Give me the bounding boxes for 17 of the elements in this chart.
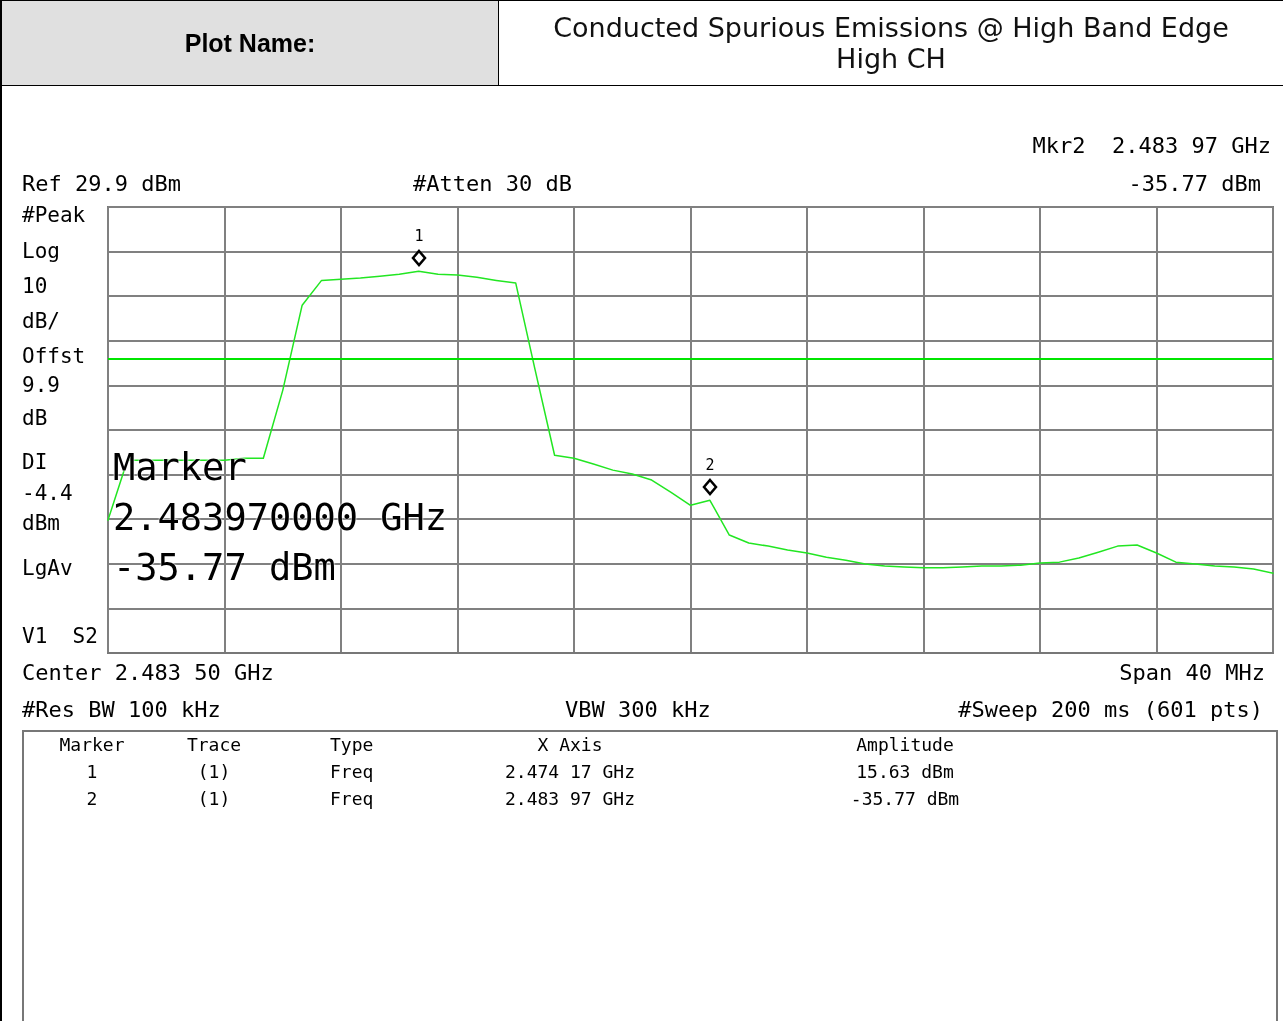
text: 2 (1) Freq 2.483 97 GHz -35.77 dBm xyxy=(86,788,960,809)
text: Plot Name: xyxy=(2,1,499,85)
text: VBW 300 kHz xyxy=(565,697,711,723)
text: #Atten 30 dB xyxy=(413,171,572,197)
annotation: 2 xyxy=(705,456,715,475)
text: 1 (1) Freq 2.474 17 GHz 15.63 dBm xyxy=(86,761,954,782)
text: Ref 29.9 dBm xyxy=(22,171,181,197)
text: Mkr2 2.483 97 GHz xyxy=(1032,133,1271,159)
text: #Peak Log 10 dB/ Offst 9.9 dB DI -4.4 dBm LgAv V1 S2 xyxy=(22,203,98,648)
annotation: 1 xyxy=(414,227,424,246)
text: -35.77 dBm xyxy=(1128,171,1261,197)
chart-title: Conducted Spurious Emissions @ High Band Edge High CH xyxy=(552,11,1230,76)
text: Span 40 MHz xyxy=(1119,660,1265,686)
text: #Sweep 200 ms (601 pts) xyxy=(958,697,1263,723)
text: #Res BW 100 kHz xyxy=(22,697,221,723)
text: Marker Trace Type X Axis Amplitude xyxy=(59,734,954,755)
text: Center 2.483 50 GHz xyxy=(22,660,274,686)
